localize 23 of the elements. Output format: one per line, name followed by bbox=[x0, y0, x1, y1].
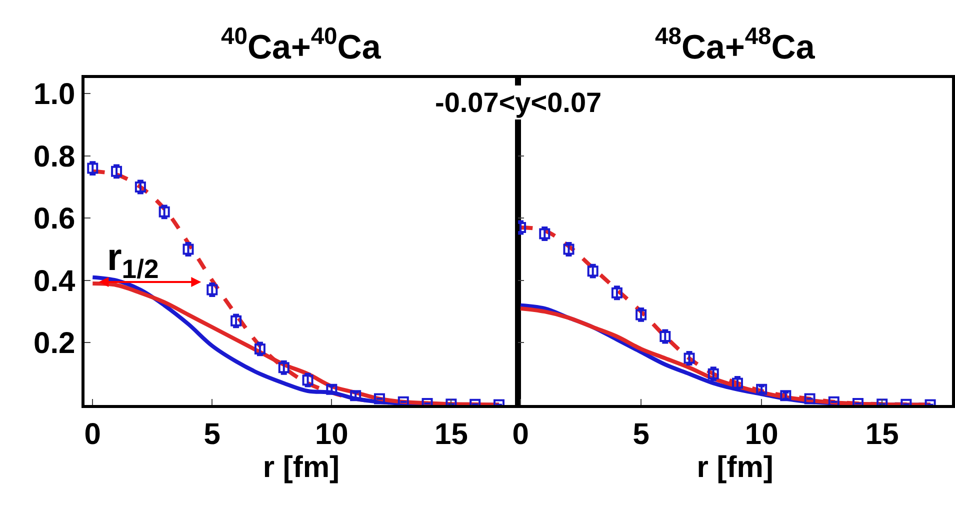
x-axis-title: r [fm] bbox=[262, 451, 340, 484]
chart-title: $^{48}$Ca+$^{48}$Ca bbox=[655, 23, 816, 66]
x-tick-label: 5 bbox=[632, 418, 650, 451]
point bbox=[828, 396, 840, 405]
x-tick-label: 0 bbox=[84, 418, 101, 451]
x-tick-label: 0 bbox=[512, 418, 529, 451]
annotation: -0.07<y<0.07 bbox=[435, 87, 602, 118]
y-tick-label: 0.4 bbox=[34, 264, 76, 298]
x-tick-label: 10 bbox=[744, 418, 778, 451]
x-tick-label: 5 bbox=[204, 418, 220, 451]
annotation: r$_{1/2}$ bbox=[107, 237, 159, 284]
y-tick-label: 0.6 bbox=[34, 202, 76, 236]
y-tick-label: 1.0 bbox=[34, 78, 76, 112]
x-tick-label: 15 bbox=[434, 418, 468, 451]
point bbox=[398, 396, 409, 405]
x-tick-label: 10 bbox=[314, 418, 348, 451]
point bbox=[804, 393, 816, 404]
y-tick-label: 0.2 bbox=[34, 327, 76, 360]
point bbox=[374, 393, 385, 404]
y-tick-label: 0.8 bbox=[34, 140, 76, 174]
chart-title: $^{40}$Ca+$^{40}$Ca bbox=[221, 23, 382, 66]
x-axis-title: r [fm] bbox=[696, 451, 774, 484]
x-tick-label: 15 bbox=[865, 418, 899, 451]
